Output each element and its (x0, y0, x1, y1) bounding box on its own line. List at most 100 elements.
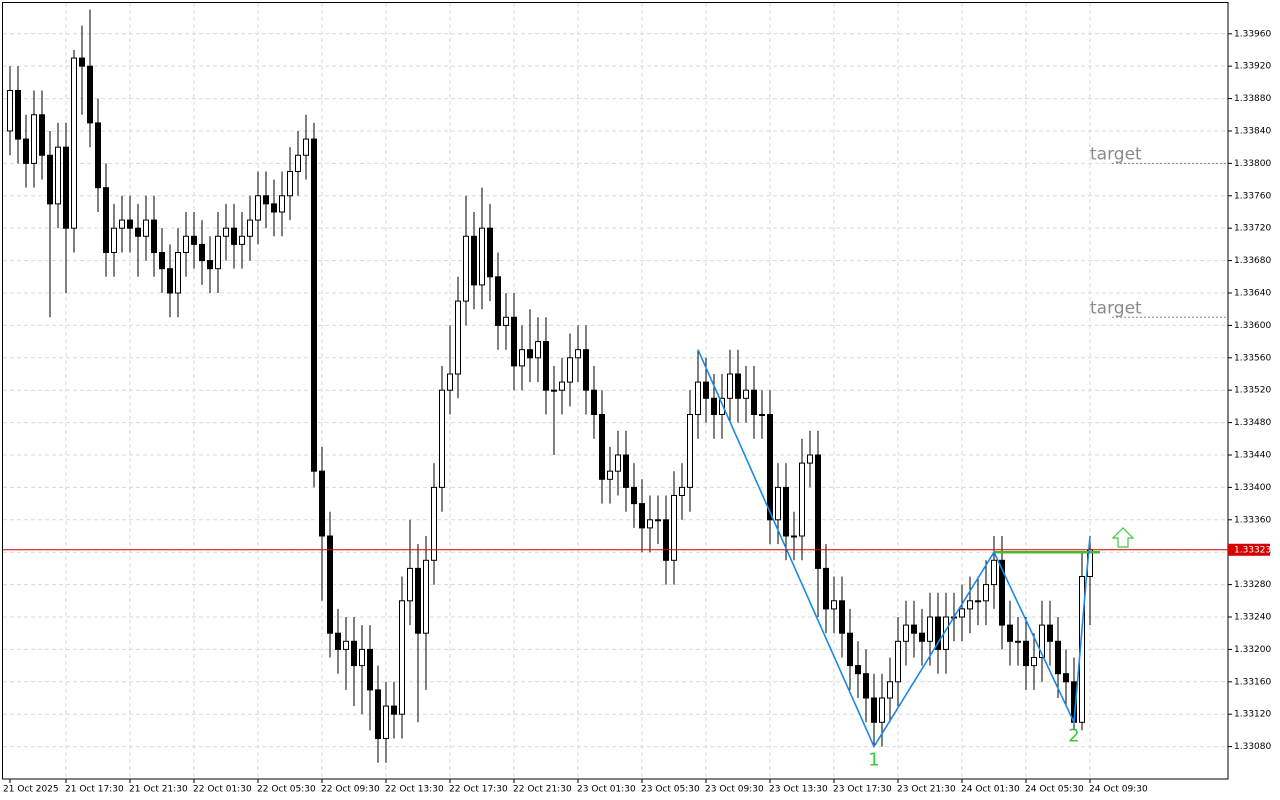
candle-body (31, 114, 37, 164)
y-tick-label: 1.33520 (1234, 386, 1271, 396)
candle-body (599, 413, 605, 480)
candle-body (23, 138, 29, 164)
candle-body (967, 600, 973, 610)
candle-body (151, 219, 157, 253)
candle-body (191, 235, 197, 245)
candle-body (319, 470, 325, 537)
y-tick-label: 1.33600 (1234, 321, 1271, 331)
y-tick-label: 1.33880 (1234, 94, 1271, 104)
x-tick-label: 21 Oct 21:30 (129, 785, 188, 795)
candle-body (455, 300, 461, 375)
x-tick-label: 23 Oct 01:30 (577, 785, 636, 795)
candle-body (695, 381, 701, 415)
candle-body (407, 567, 413, 602)
x-tick-label: 22 Oct 09:30 (321, 785, 380, 795)
candle-body (471, 235, 477, 286)
candle-body (391, 705, 397, 715)
candle-body (519, 349, 525, 367)
candle-body (279, 195, 285, 213)
candle-body (807, 454, 813, 464)
y-tick-label: 1.33200 (1234, 645, 1271, 655)
candle-body (1007, 624, 1013, 642)
candle-body (439, 389, 445, 488)
candle-body (711, 397, 717, 415)
y-tick-label: 1.33920 (1234, 62, 1271, 72)
x-tick-label: 23 Oct 09:30 (705, 785, 764, 795)
candle-body (183, 235, 189, 253)
candle-body (79, 57, 85, 67)
candle-body (359, 648, 365, 667)
candle-body (159, 251, 165, 270)
candle-body (575, 349, 581, 359)
candle-body (167, 268, 173, 294)
candle-body (679, 486, 685, 496)
candle-body (607, 470, 613, 480)
candle-body (591, 389, 597, 415)
candle-body (335, 632, 341, 650)
y-tick-label: 1.33240 (1234, 612, 1271, 622)
candle-body (143, 219, 149, 237)
y-tick-label: 1.33720 (1234, 224, 1271, 234)
x-tick-label: 23 Oct 13:30 (769, 785, 828, 795)
candle-body (71, 57, 77, 229)
candle-body (703, 381, 709, 399)
candle-body (327, 535, 333, 634)
candle-body (415, 567, 421, 634)
x-tick-label: 24 Oct 05:30 (1025, 785, 1084, 795)
candle-body (647, 519, 653, 529)
candle-body (863, 673, 869, 699)
candle-body (999, 559, 1005, 626)
y-tick-label: 1.33480 (1234, 418, 1271, 428)
candle-body (583, 349, 589, 391)
target-label: target (1090, 298, 1142, 318)
candle-body (751, 389, 757, 415)
candle-body (991, 559, 997, 586)
y-tick-label: 1.33640 (1234, 288, 1271, 298)
candle-body (975, 600, 981, 603)
candle-body (127, 219, 133, 229)
candle-body (671, 494, 677, 561)
pattern-line (697, 349, 1091, 749)
candle-body (175, 251, 181, 294)
candle-body (1023, 640, 1029, 667)
candle-body (639, 503, 645, 529)
y-tick-label: 1.33960 (1234, 29, 1271, 39)
candle-body (871, 697, 877, 723)
candle-body (487, 227, 493, 278)
candle-body (623, 454, 629, 488)
candle-body (95, 122, 101, 189)
price-tag (1228, 543, 1270, 556)
candle-body (15, 89, 21, 140)
candle-body (799, 462, 805, 537)
candle-body (303, 138, 309, 156)
x-tick-label: 22 Oct 17:30 (449, 785, 508, 795)
y-tick-label: 1.33760 (1234, 191, 1271, 201)
candle-body (631, 486, 637, 505)
candle-body (887, 681, 893, 699)
candle-body (423, 559, 429, 634)
wave-label: 1 (868, 750, 879, 771)
candle-body (207, 260, 213, 270)
candle-body (895, 640, 901, 683)
candle-body (119, 219, 125, 229)
candle-body (263, 195, 269, 205)
y-tick-label: 1.33080 (1234, 742, 1271, 752)
candle-body (447, 373, 453, 391)
x-tick-label: 22 Oct 13:30 (385, 785, 444, 795)
candle-body (431, 486, 437, 561)
candle-body (935, 616, 941, 650)
x-tick-label: 23 Oct 21:30 (897, 785, 956, 795)
candle-body (559, 381, 565, 391)
candle-body (719, 397, 725, 415)
wave-label: 2 (1068, 725, 1079, 746)
x-tick-label: 23 Oct 17:30 (833, 785, 892, 795)
candle-body (503, 316, 509, 326)
candle-body (655, 519, 661, 522)
candle-body (783, 486, 789, 537)
buy-signal-arrow (1111, 527, 1135, 548)
candle-body (223, 227, 229, 237)
candle-body (7, 89, 13, 132)
candle-body (1039, 624, 1045, 658)
candle-body (959, 608, 965, 618)
